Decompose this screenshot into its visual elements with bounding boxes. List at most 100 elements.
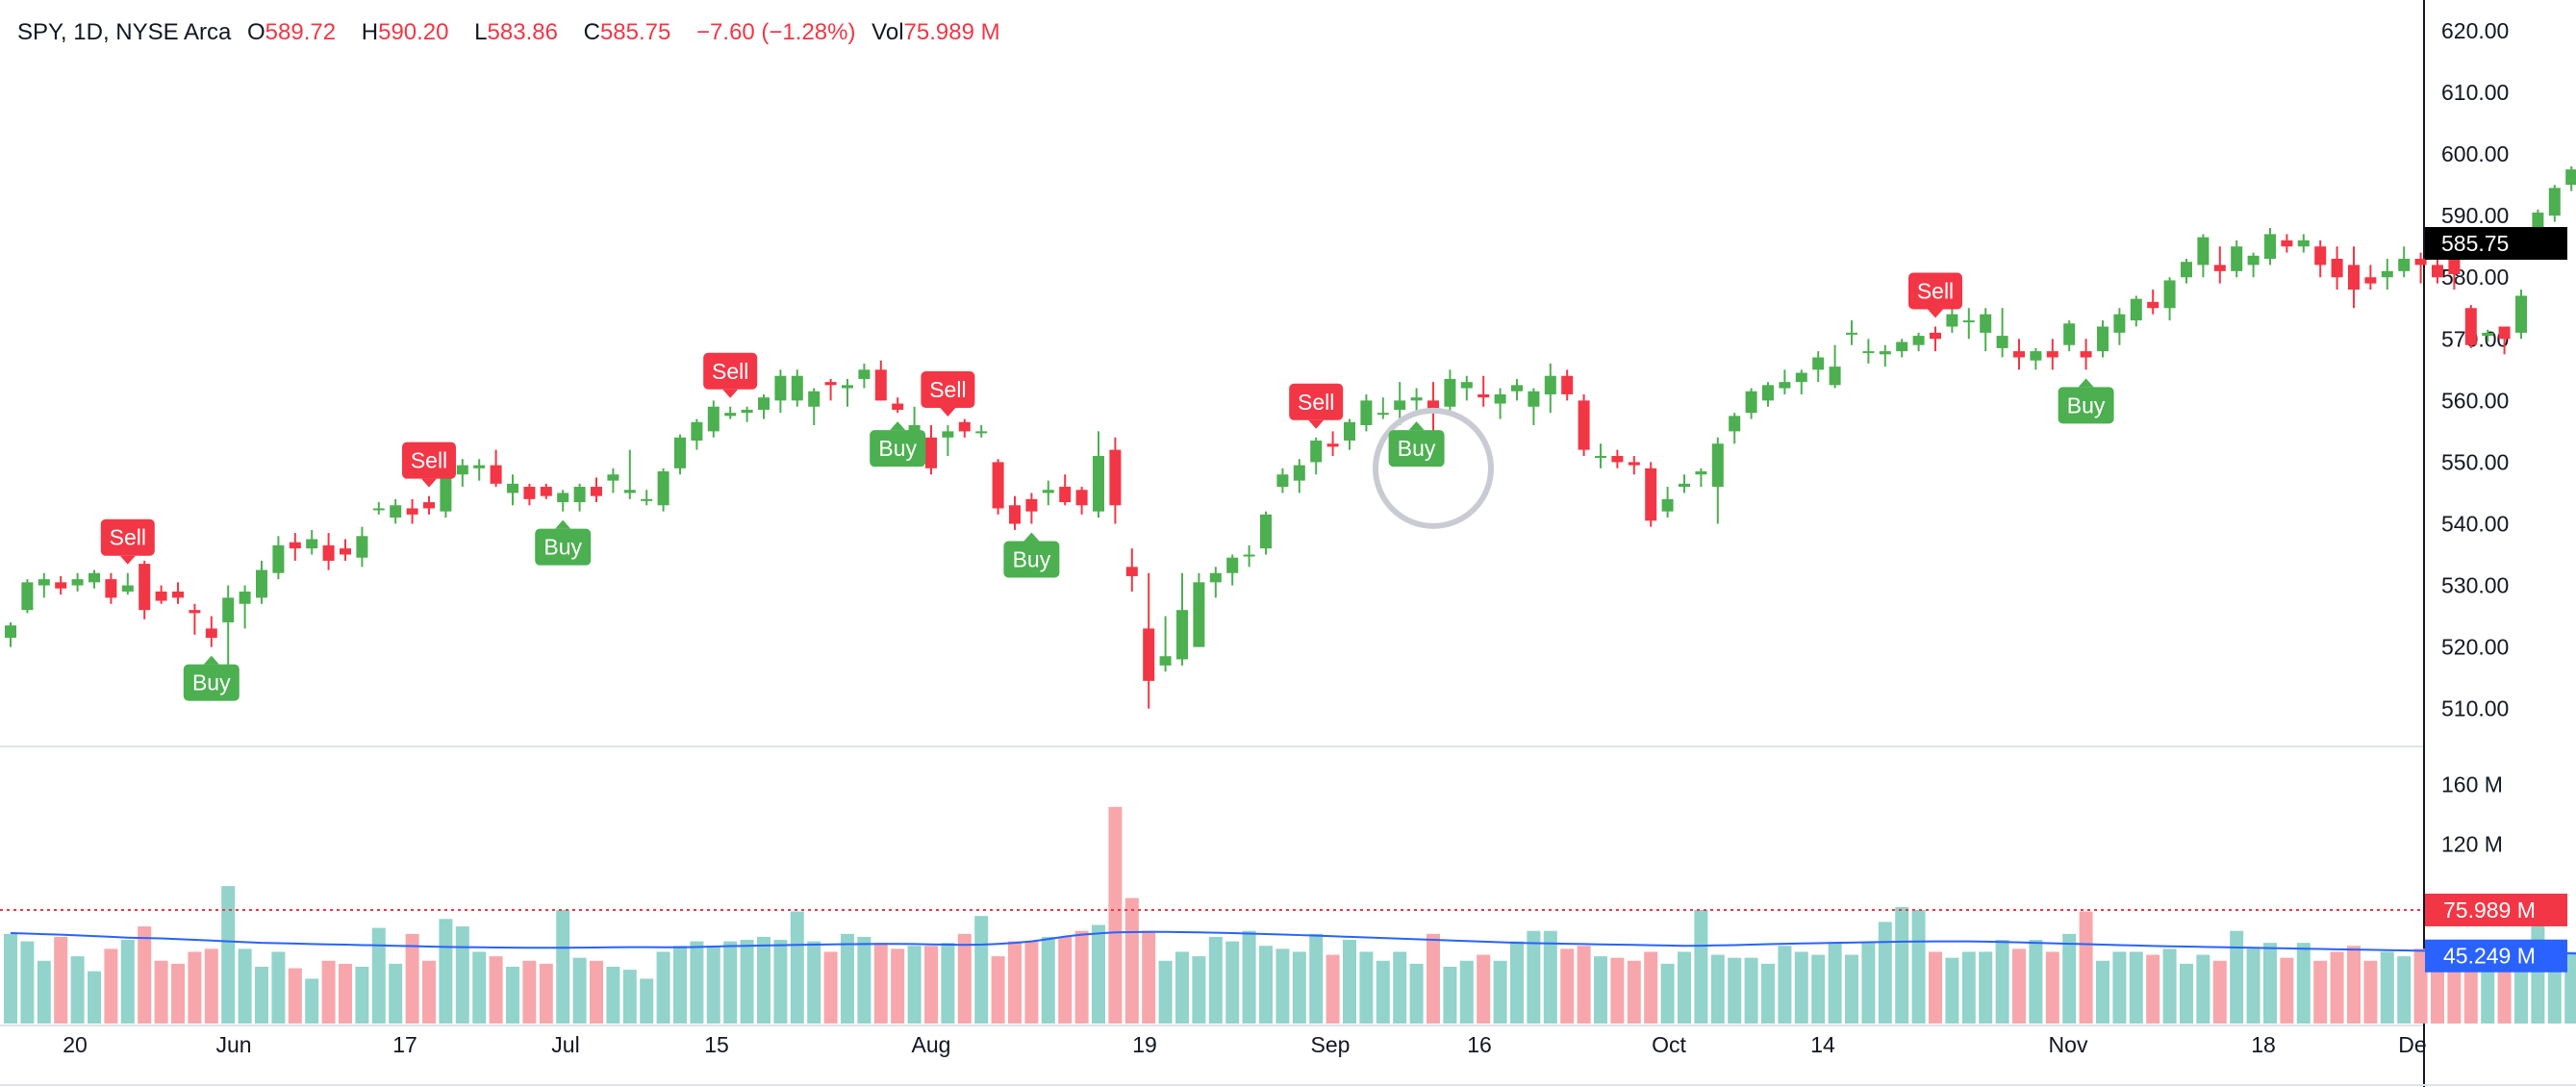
low-value: 583.86 <box>487 19 558 45</box>
candle-body <box>55 582 67 589</box>
candle <box>523 483 536 506</box>
volume-bar <box>1393 951 1407 1024</box>
candle-body <box>2414 259 2427 265</box>
volume-bar <box>1678 951 1691 1024</box>
candle-body <box>641 498 653 501</box>
volume-bar <box>2180 963 2193 1024</box>
candle <box>2197 234 2210 278</box>
candle-body <box>1896 341 1908 352</box>
volume-bar <box>590 960 603 1024</box>
tag-box <box>402 442 456 479</box>
time-tick-label: De <box>2398 1032 2426 1057</box>
candle <box>1025 493 1038 524</box>
candle <box>591 477 602 503</box>
candle-body <box>1846 332 1857 335</box>
volume-bar <box>1192 956 1206 1024</box>
candle <box>2046 339 2058 370</box>
candle <box>1376 397 1389 419</box>
candle <box>1862 339 1875 364</box>
candle <box>824 378 837 401</box>
candle <box>774 369 787 414</box>
candle <box>1511 378 1523 401</box>
tag-label: Buy <box>878 436 917 461</box>
candle <box>942 424 954 457</box>
candle <box>1946 308 1958 333</box>
volume-bar <box>1911 909 1926 1024</box>
tag-box <box>183 664 240 701</box>
volume-bar <box>2363 960 2378 1024</box>
candle-body <box>1729 416 1741 432</box>
candle <box>607 468 619 493</box>
volume-bar <box>70 956 85 1024</box>
price-axis: 620.00610.00600.00590.00580.00570.00560.… <box>2441 18 2509 721</box>
volume-bar <box>120 940 135 1024</box>
candle <box>1209 567 1222 598</box>
candle-body <box>1494 393 1506 404</box>
volume-bar <box>271 951 286 1024</box>
time-tick-label: Jul <box>551 1032 579 1057</box>
volume-tick-label: 120 M <box>2441 832 2503 857</box>
volume-bar <box>1443 966 1457 1024</box>
volume-bar <box>1343 940 1356 1024</box>
candle-body <box>2080 351 2092 358</box>
candle <box>958 418 971 438</box>
buy-signal-tag: Buy <box>535 519 592 566</box>
volume-bar <box>1376 960 1390 1024</box>
candle-body <box>2163 280 2176 309</box>
candle <box>1460 375 1473 401</box>
candle-body <box>1075 490 1088 506</box>
candle-body <box>1344 421 1355 441</box>
tag-box <box>870 430 926 468</box>
candle-body <box>289 542 301 549</box>
volume-bar <box>138 926 152 1024</box>
tag-pointer <box>1023 532 1040 542</box>
volume-bar <box>572 957 587 1024</box>
candle <box>858 363 871 389</box>
candle <box>390 498 402 524</box>
candle <box>573 483 586 512</box>
candle-body <box>741 409 753 414</box>
candle <box>1695 468 1707 488</box>
volume-bar <box>221 886 236 1024</box>
volume-bar <box>773 940 788 1024</box>
candle <box>2364 265 2377 291</box>
candle-body <box>1829 367 1841 386</box>
candle-body <box>724 413 737 417</box>
candle-body <box>874 369 887 401</box>
candle <box>540 483 552 499</box>
volume-bar <box>991 956 1005 1024</box>
volume-bar <box>1945 957 1959 1024</box>
volume-bar <box>2564 951 2576 1024</box>
buy-signal-tag: Buy <box>1388 421 1445 468</box>
candle-body <box>2464 308 2477 345</box>
candle-body <box>1159 656 1172 666</box>
candle <box>55 575 67 595</box>
volume-bar <box>4 933 17 1024</box>
candle-body <box>1661 498 1674 512</box>
volume-bar <box>891 948 905 1024</box>
price-tick-label: 560.00 <box>2441 388 2509 413</box>
candle-body <box>1059 487 1072 503</box>
candle-body <box>2130 298 2142 321</box>
volume-bar <box>1142 930 1156 1024</box>
time-tick-label: 15 <box>704 1032 729 1057</box>
volume-bar <box>823 951 838 1024</box>
volume-bar <box>2330 951 2344 1024</box>
candle-body <box>205 628 217 638</box>
candle-body <box>390 505 402 518</box>
candle <box>1912 332 1925 352</box>
tag-pointer <box>1928 309 1943 318</box>
volume-bar <box>1895 906 1909 1024</box>
candle <box>105 572 117 604</box>
volume-bar <box>606 966 620 1024</box>
candle <box>1980 308 1992 352</box>
candle <box>1795 369 1807 394</box>
high-value: 590.20 <box>378 19 449 45</box>
sell-signal-tag: Sell <box>402 442 456 488</box>
candle-body <box>1544 375 1556 394</box>
candle-body <box>2197 237 2210 265</box>
candle <box>2113 308 2126 345</box>
candle-body <box>1376 413 1389 416</box>
